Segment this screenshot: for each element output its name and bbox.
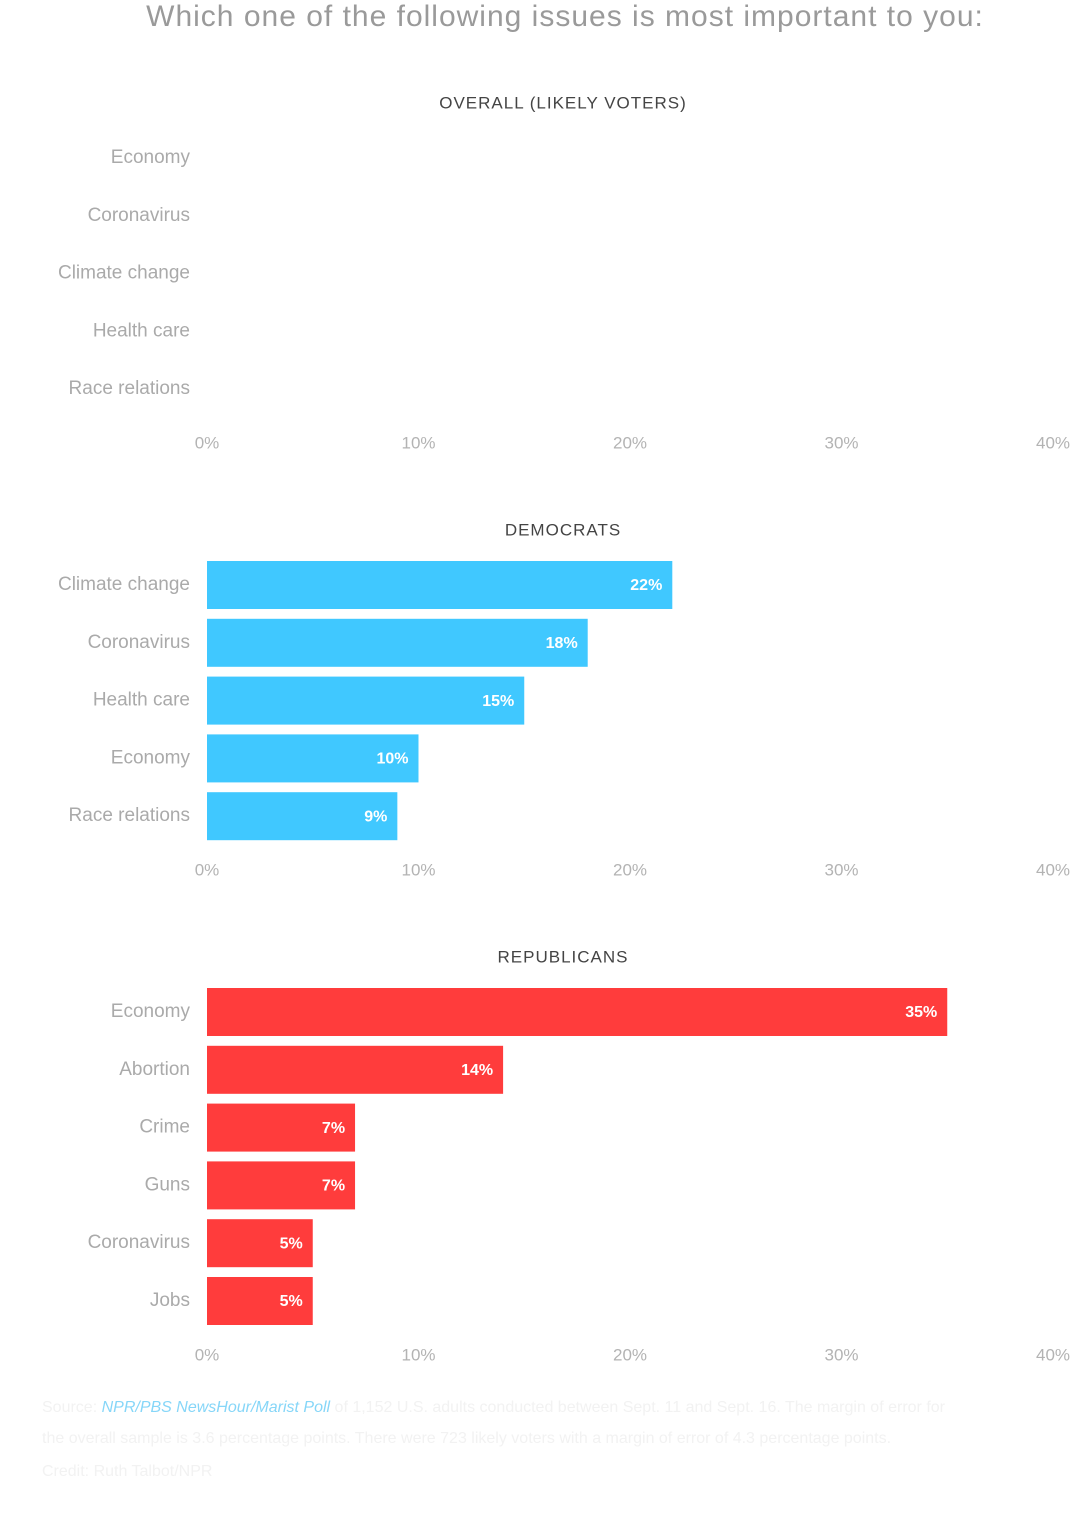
bar xyxy=(207,561,673,609)
x-tick-label: 10% xyxy=(401,434,435,453)
bar xyxy=(207,1277,313,1325)
bar xyxy=(207,618,588,667)
source-text: of 1,152 U.S. adults conducted between S… xyxy=(330,1399,946,1416)
value-label: 9% xyxy=(364,808,387,825)
source-text: the overall sample is 3.6 percentage poi… xyxy=(42,1430,891,1447)
bar xyxy=(207,1103,356,1152)
category-label: Coronavirus xyxy=(88,632,190,653)
category-label: Health care xyxy=(93,320,190,341)
x-tick-label: 30% xyxy=(824,1345,858,1364)
x-tick-label: 40% xyxy=(1036,434,1070,453)
source-line: Source: NPR/PBS NewsHour/Marist Poll of … xyxy=(42,1399,946,1416)
source-link[interactable]: NPR/PBS NewsHour/Marist Poll xyxy=(102,1399,331,1416)
bar xyxy=(207,676,525,725)
x-tick-label: 0% xyxy=(195,861,220,880)
bar xyxy=(207,792,398,841)
category-label: Economy xyxy=(111,147,191,168)
value-label: 5% xyxy=(280,1293,303,1310)
bar xyxy=(207,734,419,783)
value-label: 15% xyxy=(482,693,514,710)
x-tick-label: 30% xyxy=(824,861,858,880)
x-tick-label: 10% xyxy=(401,861,435,880)
category-label: Crime xyxy=(139,1117,190,1138)
category-label: Climate change xyxy=(58,263,190,284)
x-tick-label: 0% xyxy=(195,1345,220,1364)
chart-title: REPUBLICANS xyxy=(498,947,629,966)
category-label: Economy xyxy=(111,1001,191,1022)
category-label: Coronavirus xyxy=(88,1232,190,1253)
category-label: Race relations xyxy=(69,805,190,826)
category-label: Climate change xyxy=(58,574,190,595)
source-prefix: Source: xyxy=(42,1399,102,1416)
value-label: 18% xyxy=(546,635,578,652)
bar xyxy=(207,1219,313,1268)
category-label: Guns xyxy=(145,1174,190,1195)
x-tick-label: 40% xyxy=(1036,1345,1070,1364)
bar xyxy=(207,1045,504,1094)
category-label: Coronavirus xyxy=(88,205,190,226)
bar xyxy=(207,988,948,1036)
x-tick-label: 40% xyxy=(1036,861,1070,880)
credit: Credit: Ruth Talbot/NPR xyxy=(42,1463,212,1480)
category-label: Abortion xyxy=(119,1059,190,1080)
x-tick-label: 20% xyxy=(613,861,647,880)
category-label: Health care xyxy=(93,690,190,711)
value-label: 7% xyxy=(322,1178,345,1195)
x-tick-label: 20% xyxy=(613,434,647,453)
bar xyxy=(207,1161,356,1210)
category-label: Economy xyxy=(111,747,191,768)
value-label: 5% xyxy=(280,1235,303,1252)
x-tick-label: 30% xyxy=(824,434,858,453)
page-title: Which one of the following issues is mos… xyxy=(146,0,984,33)
chart-title: OVERALL (LIKELY VOTERS) xyxy=(439,93,687,112)
x-tick-label: 0% xyxy=(195,434,220,453)
category-label: Jobs xyxy=(150,1290,190,1311)
value-label: 7% xyxy=(322,1120,345,1137)
value-label: 22% xyxy=(630,577,662,594)
chart-title: DEMOCRATS xyxy=(505,520,621,539)
x-tick-label: 20% xyxy=(613,1345,647,1364)
value-label: 14% xyxy=(461,1062,493,1079)
value-label: 10% xyxy=(376,751,408,768)
category-label: Race relations xyxy=(69,378,190,399)
value-label: 35% xyxy=(905,1004,937,1021)
x-tick-label: 10% xyxy=(401,1345,435,1364)
